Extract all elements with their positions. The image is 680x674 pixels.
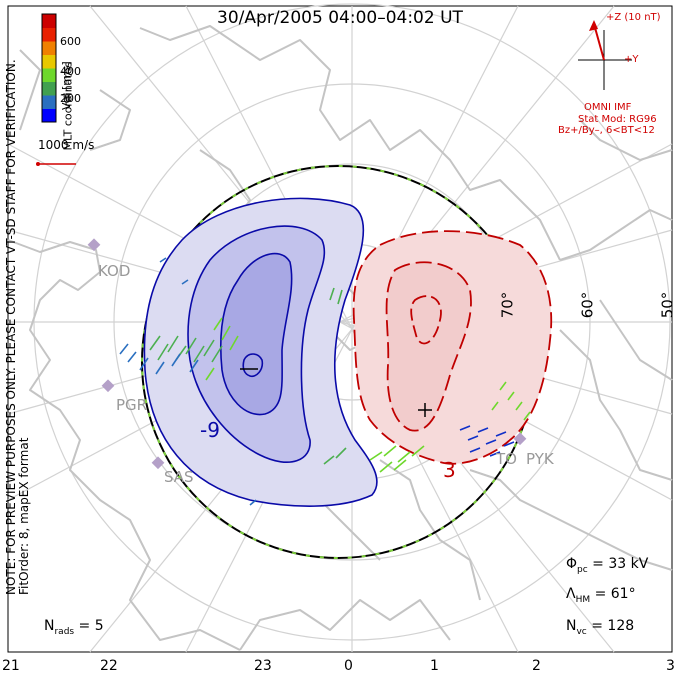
stat-n-vc-value: 128 [607,618,635,634]
plot-frame [7,5,673,653]
scale-vector-dot [36,162,40,166]
colorbar-tick-600: 600 [60,35,81,48]
fit-order-line: FitOrder: 8, mapEX format [17,437,31,595]
colorbar-segment [42,95,56,109]
colorbar-tick-400: 400 [60,65,81,78]
latitude-label-60: 60° [578,291,597,319]
station-sas: SAS [164,468,194,486]
imf-z-label: +Z (10 nT) [606,12,661,23]
velocity-vectors [119,257,531,506]
colorbar-segment [42,68,56,82]
mlt-hour-23: 23 [254,658,272,674]
stat-n-rads-value: 5 [94,618,104,634]
imf-vector [593,23,605,61]
colorbar-segment [42,54,56,69]
imf-bins: Bz+/By–, 6<BT<12 [558,125,655,136]
mlt-hour-22: 22 [100,658,118,674]
stat-phi-pc: Φpc = 33 kV [566,556,649,575]
latitude-label-50: 50° [658,291,677,319]
colorbar-segment [42,41,56,55]
mlt-hour-3: 3 [666,658,675,674]
imf-model: Stat Mod: RG96 [578,114,657,125]
mlt-hour-2: 2 [532,658,541,674]
colorbar-tick-200: 200 [60,92,81,105]
negative-potential-cell [143,197,378,507]
imf-arrowhead [589,20,598,31]
latitude-label-70: 70° [498,291,517,319]
map-title: 30/Apr/2005 04:00–04:02 UT [217,8,463,28]
colorbar-segment [42,27,56,42]
velocity-colorbar [42,14,56,123]
colorbar-segment [42,108,56,123]
stat-n-rads: Nrads = 5 [44,618,104,637]
stat-phi-pc-value: 33 kV [608,556,649,572]
colorbar-segment [42,14,56,28]
station-to: TO [496,450,517,468]
positive-potential-cell [352,230,553,465]
mlt-hour-0: 0 [344,658,353,674]
imf-y-label: +Y [624,54,639,65]
station-pgr: PGR [116,396,148,414]
colorbar-segment [42,81,56,96]
stat-n-vc: Nvc = 128 [566,618,635,637]
stat-lambda-hm: ΛHM = 61° [566,586,636,605]
station-kod: KOD [98,262,131,280]
mlt-hour-1: 1 [430,658,439,674]
station-pyk: PYK [526,450,554,468]
preview-note: NOTE: FOR PREVIEW PURPOSES ONLY. PLEASE … [4,35,31,595]
scale-vector-label: 1000 m/s [38,138,95,152]
positive-contour-label: 3 [443,458,456,482]
negative-contour-label: -9 [200,418,220,442]
imf-source: OMNI IMF [584,102,632,113]
colorbar-frame [41,13,57,123]
stat-lambda-hm-value: 61° [610,586,636,602]
mlt-hour-21: 21 [2,658,20,674]
